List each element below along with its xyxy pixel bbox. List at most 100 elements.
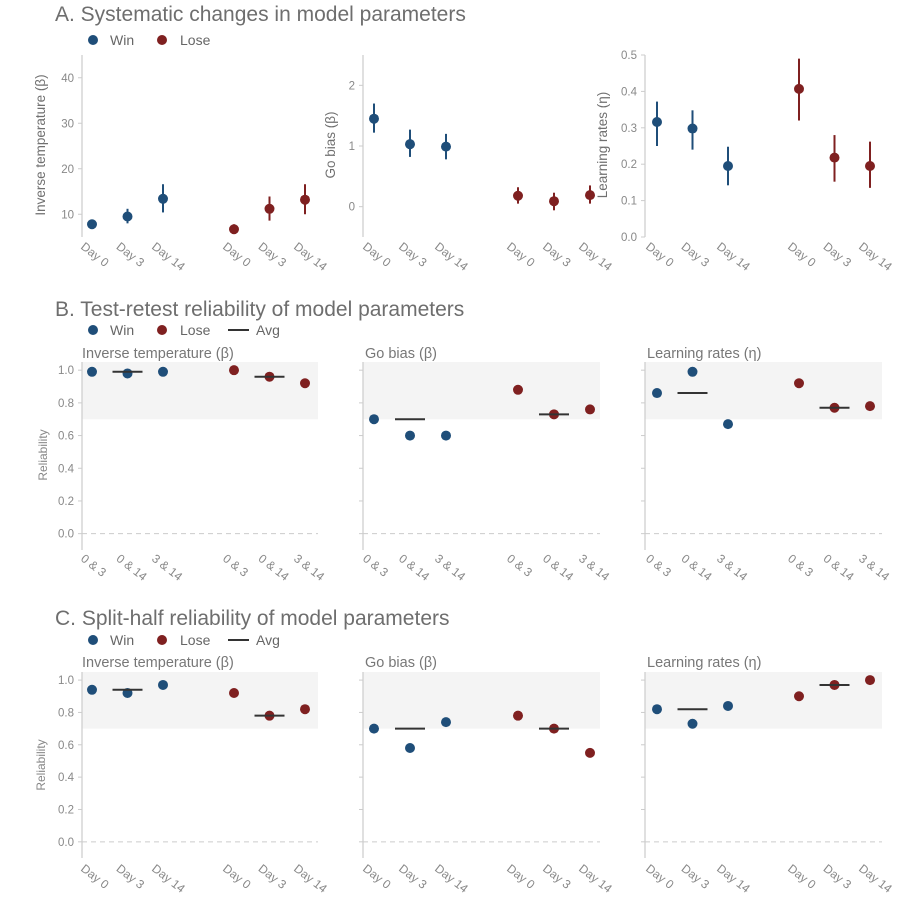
win-point [405,139,415,150]
lose-point [513,384,523,395]
panel-title-temp: Inverse temperature (β) [82,655,234,671]
x-tick-label: 0 & 3 [504,551,535,579]
ylabel-reliability: Reliability [36,429,50,480]
lose-point [585,404,595,415]
win-point [405,743,415,754]
ylabel-temp: Inverse temperature (β) [33,74,48,215]
x-tick-label: 3 & 14 [576,551,612,584]
ylabel-reliability: Reliability [34,739,48,790]
y-tick-label: 10 [61,209,74,221]
y-tick-label: 0.2 [621,159,637,171]
x-tick-label: Day 14 [291,239,330,274]
y-tick-label: 0.0 [58,529,74,541]
lose-point [264,203,275,214]
win-point [369,113,379,124]
y-tick-label: 2 [349,80,355,92]
x-tick-label: 0 & 14 [821,551,857,584]
lose-point [229,365,239,376]
x-tick-label: 0 & 3 [360,551,391,579]
x-tick-label: Day 14 [291,861,330,896]
y-tick-label: 0.2 [58,804,74,816]
legend-win-marker [88,635,98,645]
win-point [158,366,168,377]
x-tick-label: 0 & 14 [396,551,432,584]
panel-title-lr: Learning rates (η) [647,346,761,362]
win-point [723,161,733,172]
x-tick-label: Day 3 [821,239,855,270]
win-point [652,704,662,715]
x-tick-label: 3 & 14 [856,551,892,584]
win-point [652,116,662,127]
x-tick-label: Day 0 [785,861,819,892]
x-tick-label: 0 & 14 [540,551,576,584]
x-tick-label: 0 & 14 [256,551,292,584]
legend-avg-label: Avg [256,632,280,648]
legend-win-label: Win [110,32,134,48]
x-tick-label: Day 3 [256,239,290,270]
x-tick-label: Day 0 [643,239,677,270]
x-tick-label: 3 & 14 [291,551,327,584]
y-tick-label: 0.3 [621,123,637,135]
y-tick-label: 0.8 [58,398,74,410]
x-tick-label: Day 3 [114,861,148,892]
lose-point [865,401,875,412]
y-tick-label: 0.5 [621,50,637,62]
panel-c-bias: Day 0 Day 3 Day 14 Day 0 Day 3 Day 14 [359,672,615,896]
x-tick-label: Day 3 [396,239,430,270]
legend-win-label: Win [110,632,134,648]
lose-point [829,152,840,163]
section-a-title: A. Systematic changes in model parameter… [55,3,466,26]
x-tick-label: Day 14 [856,239,895,274]
lose-point [865,161,875,172]
y-tick-label: 1.0 [58,675,74,687]
reliability-band [82,672,318,729]
x-tick-label: Day 14 [714,239,753,274]
lose-point [794,378,804,389]
win-point [158,193,168,204]
panel-title-lr: Learning rates (η) [647,655,761,671]
x-tick-label: Day 3 [679,239,713,270]
y-tick-label: 1 [349,141,355,153]
x-tick-label: Day 14 [856,861,895,896]
y-tick-label: 40 [61,73,74,85]
win-point [723,419,733,430]
y-tick-label: 0.6 [58,431,74,443]
panel-c-lr: Day 0 Day 3 Day 14 Day 0 Day 3 Day 14 [641,672,895,896]
legend-win-marker [88,325,98,335]
x-tick-label: Day 0 [360,861,394,892]
win-point [652,388,662,399]
y-tick-label: 0.1 [621,196,637,208]
x-tick-label: 0 & 3 [220,551,251,579]
y-tick-label: 0.4 [58,772,75,784]
x-tick-label: Day 3 [540,239,574,270]
legend-lose-marker [157,325,167,335]
win-point [87,219,97,230]
panel-title-temp: Inverse temperature (β) [82,346,234,362]
reliability-band [363,672,600,729]
section-c-title: C. Split-half reliability of model param… [55,607,450,630]
win-point [723,700,733,711]
reliability-band [645,362,882,420]
lose-point [549,196,559,207]
x-tick-label: Day 3 [396,861,430,892]
panel-title-bias: Go bias (β) [365,655,437,671]
win-point [441,430,451,441]
win-point [369,414,379,425]
reliability-band [645,672,882,729]
x-tick-label: Day 0 [360,239,394,270]
legend-c: Win Lose Avg [88,632,280,648]
y-tick-label: 0.8 [58,707,74,719]
x-tick-label: Day 14 [576,239,615,274]
lose-point [513,190,523,201]
win-point [441,717,451,728]
x-tick-label: 3 & 14 [714,551,750,584]
reliability-band [82,362,318,420]
x-tick-label: Day 3 [821,861,855,892]
lose-point [229,688,239,699]
